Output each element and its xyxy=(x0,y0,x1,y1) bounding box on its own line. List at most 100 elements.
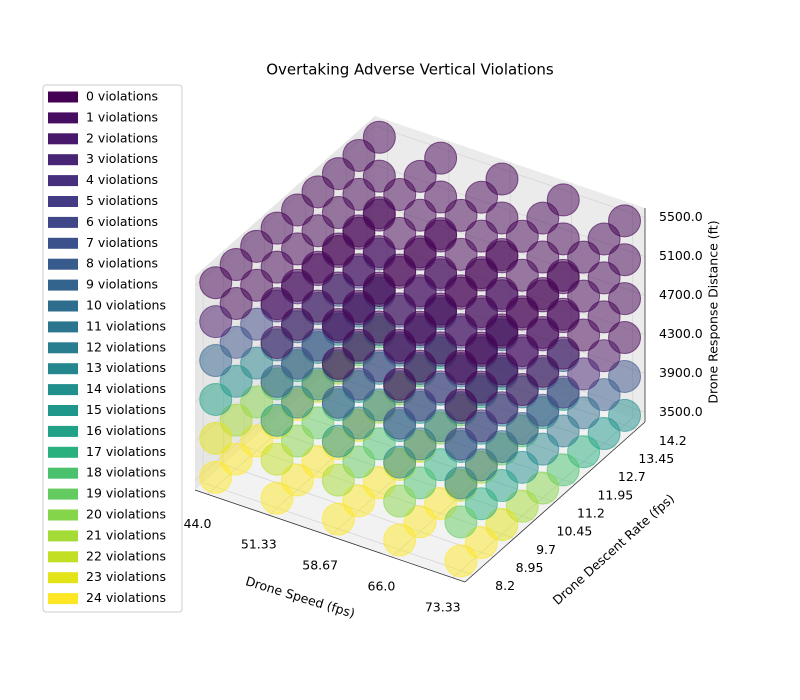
z-tick-label: 3500.0 xyxy=(659,404,703,419)
x-tick-label: 58.67 xyxy=(302,558,338,573)
y-tick-label: 11.95 xyxy=(597,487,633,502)
point xyxy=(199,382,233,416)
legend-label: 0 violations xyxy=(86,89,158,104)
point xyxy=(383,523,417,557)
x-tick-label: 66.0 xyxy=(368,578,396,593)
point xyxy=(383,367,417,401)
legend-label: 14 violations xyxy=(86,381,166,396)
point xyxy=(383,406,417,440)
legend-label: 9 violations xyxy=(86,277,158,292)
legend-label: 6 violations xyxy=(86,214,158,229)
legend-label: 24 violations xyxy=(86,590,166,605)
point xyxy=(199,305,233,339)
legend-label: 7 violations xyxy=(86,235,158,250)
legend-swatch xyxy=(48,530,78,542)
point xyxy=(321,385,355,419)
z-tick-label: 4300.0 xyxy=(659,326,703,341)
legend-swatch xyxy=(48,133,78,145)
point xyxy=(260,364,294,398)
axis-line xyxy=(194,489,466,583)
legend-swatch xyxy=(48,216,78,228)
legend-swatch xyxy=(48,551,78,563)
points xyxy=(199,120,642,578)
legend-swatch xyxy=(48,405,78,416)
z-axis-label: Drone Response Distance (ft) xyxy=(706,220,721,403)
legend-swatch xyxy=(48,112,78,124)
point xyxy=(199,266,233,300)
legend-label: 17 violations xyxy=(86,444,166,459)
legend-label: 21 violations xyxy=(86,527,166,542)
legend-swatch xyxy=(48,342,78,354)
point xyxy=(321,502,355,536)
point xyxy=(321,463,355,497)
legend-box xyxy=(42,84,183,613)
x-tick-label: 44.0 xyxy=(184,516,212,531)
legend-label: 11 violations xyxy=(86,318,166,333)
legend-swatch xyxy=(48,509,78,521)
point xyxy=(260,287,294,321)
legend-label: 1 violations xyxy=(86,109,158,124)
legend-swatch xyxy=(48,258,78,270)
point xyxy=(260,403,294,437)
legend-swatch xyxy=(48,279,78,291)
z-tick-label: 5500.0 xyxy=(659,209,703,224)
legend-label: 20 violations xyxy=(86,507,166,522)
legend-swatch xyxy=(48,300,78,312)
point xyxy=(260,481,294,515)
point xyxy=(444,544,478,578)
point xyxy=(321,308,355,342)
y-tick-label: 10.45 xyxy=(557,524,593,539)
y-tick-label: 12.7 xyxy=(618,469,646,484)
point xyxy=(260,326,294,360)
point xyxy=(321,424,355,458)
point xyxy=(260,442,294,476)
y-tick-label: 8.95 xyxy=(516,560,544,575)
legend-swatch xyxy=(48,467,78,479)
legend: 0 violations 1 violations 2 violations 3 vi… xyxy=(42,84,183,613)
point xyxy=(383,484,417,518)
point xyxy=(199,460,233,494)
y-tick-label: 8.2 xyxy=(495,578,515,593)
legend-swatch xyxy=(48,321,78,333)
legend-label: 5 violations xyxy=(86,193,158,208)
legend-swatch xyxy=(48,425,78,437)
y-tick-label: 9.7 xyxy=(536,542,556,557)
point xyxy=(444,349,478,383)
legend-label: 3 violations xyxy=(86,151,158,166)
legend-swatch xyxy=(48,175,78,187)
point xyxy=(321,346,355,380)
z-tick-label: 4700.0 xyxy=(659,287,703,302)
chart-title: Overtaking Adverse Vertical Violations xyxy=(266,61,554,79)
legend-swatch xyxy=(48,446,78,458)
y-tick-label: 14.2 xyxy=(659,433,687,448)
point xyxy=(444,505,478,539)
point xyxy=(444,466,478,500)
legend-label: 10 violations xyxy=(86,298,166,313)
legend-label: 13 violations xyxy=(86,360,166,375)
legend-label: 2 violations xyxy=(86,130,158,145)
point xyxy=(444,388,478,422)
legend-swatch xyxy=(48,154,78,166)
legend-swatch xyxy=(48,363,78,375)
point xyxy=(383,445,417,479)
legend-label: 15 violations xyxy=(86,402,166,417)
legend-label: 18 violations xyxy=(86,465,166,480)
point xyxy=(199,344,233,378)
z-tick-label: 3900.0 xyxy=(659,365,703,380)
z-tick-label: 5100.0 xyxy=(659,248,703,263)
x-tick-label: 73.33 xyxy=(425,599,461,614)
legend-swatch xyxy=(48,593,78,605)
legend-label: 19 violations xyxy=(86,486,166,501)
point xyxy=(383,328,417,362)
legend-label: 22 violations xyxy=(86,548,166,563)
x-tick-label: 51.33 xyxy=(241,537,277,552)
point xyxy=(199,421,233,455)
legend-swatch xyxy=(48,572,78,584)
legend-swatch xyxy=(48,237,78,249)
y-tick-label: 11.2 xyxy=(577,506,605,521)
axis-line xyxy=(464,421,646,583)
legend-label: 16 violations xyxy=(86,423,166,438)
legend-label: 4 violations xyxy=(86,172,158,187)
point xyxy=(444,427,478,461)
